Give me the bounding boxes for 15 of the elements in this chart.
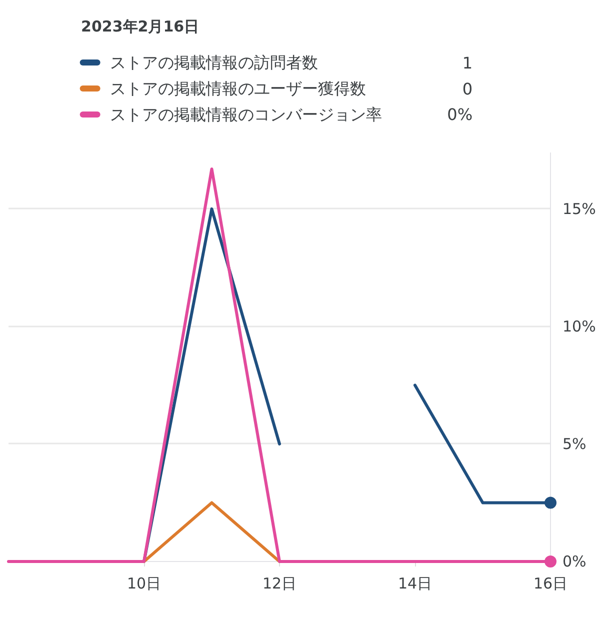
text: 1 (462, 54, 473, 72)
y-tick-label: 0% (562, 552, 586, 570)
y-tick-label: 10% (562, 317, 596, 336)
text: 0 (462, 80, 473, 98)
legend-label: ストアの掲載情報の訪問者数 (110, 53, 318, 72)
x-tick-label: 12日 (262, 574, 297, 592)
text: 0% (447, 105, 473, 124)
y-tick-label: 5% (562, 434, 586, 453)
legend-label: ストアの掲載情報のユーザー獲得数 (110, 79, 366, 98)
y-tick-label: 15% (562, 200, 596, 218)
x-tick-label: 16日 (533, 574, 568, 592)
legend-label: ストアの掲載情報のコンバージョン率 (110, 105, 382, 124)
x-tick-label: 10日 (126, 574, 162, 592)
legend-title: 2023年2月16日 (81, 18, 200, 36)
x-tick-label: 14日 (398, 574, 432, 592)
